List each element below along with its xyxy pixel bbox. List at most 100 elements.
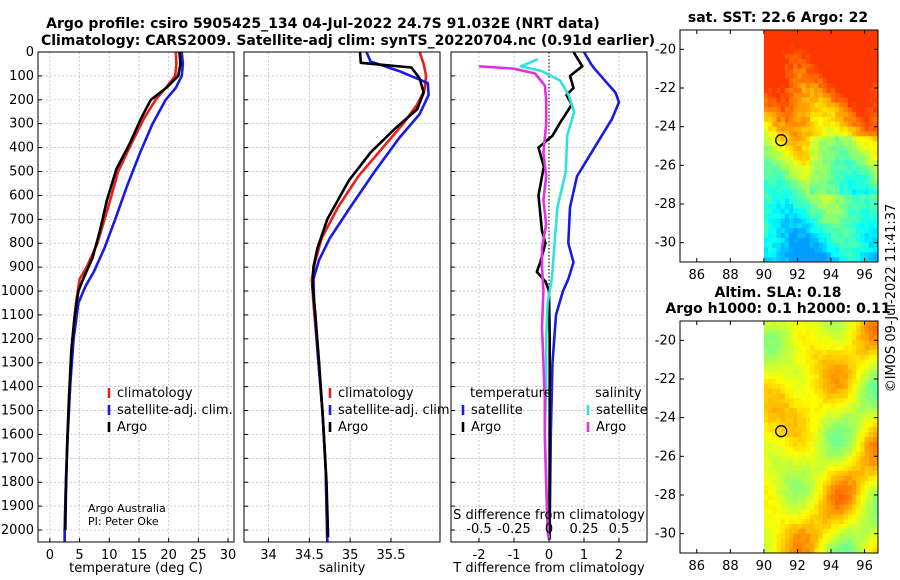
heatmap-cell	[864, 403, 870, 409]
heatmap-cell	[822, 107, 828, 113]
heatmap-cell	[776, 514, 782, 520]
heatmap-cell	[851, 247, 857, 253]
heatmap-cell	[768, 59, 773, 65]
heatmap-cell	[810, 194, 815, 200]
heatmap-cell	[810, 519, 815, 525]
xtick-label: 0	[46, 548, 54, 563]
heatmap-cell	[856, 461, 861, 467]
heatmap-cell	[839, 364, 845, 370]
heatmap-cell	[814, 199, 820, 205]
heatmap-cell	[814, 102, 820, 108]
heatmap-cell	[776, 34, 782, 41]
heatmap-cell	[822, 131, 828, 137]
heatmap-cell	[856, 194, 861, 200]
heatmap-cell	[780, 242, 786, 249]
heatmap-cell	[843, 92, 849, 99]
heatmap-cell	[856, 160, 861, 166]
heatmap-cell	[763, 451, 769, 457]
heatmap-cell	[776, 388, 782, 395]
heatmap-cell	[860, 112, 866, 118]
heatmap-cell	[843, 417, 849, 424]
heatmap-cell	[780, 136, 786, 142]
heatmap-cell	[831, 456, 836, 462]
heatmap-cell	[847, 150, 853, 157]
heatmap-cell	[822, 345, 828, 351]
heatmap-cell	[843, 495, 849, 501]
heatmap-cell	[793, 160, 799, 166]
heatmap-cell	[763, 247, 769, 253]
heatmap-cell	[793, 223, 799, 229]
heatmap-cell	[843, 325, 849, 332]
heatmap-cell	[805, 208, 811, 215]
heatmap-cell	[814, 340, 820, 346]
heatmap-cell	[818, 68, 824, 75]
heatmap-cell	[772, 533, 778, 540]
heatmap-cell	[860, 179, 866, 186]
heatmap-cell	[868, 146, 874, 152]
heatmap-cell	[818, 524, 824, 530]
heatmap-cell	[780, 398, 786, 404]
heatmap-cell	[801, 403, 807, 409]
heatmap-cell	[793, 504, 799, 511]
heatmap-cell	[868, 499, 874, 506]
heatmap-cell	[839, 543, 845, 549]
heatmap-cell	[864, 543, 870, 549]
heatmap-cell	[835, 155, 840, 162]
heatmap-cell	[814, 252, 820, 258]
heatmap-cell	[864, 490, 870, 496]
temperature-xlabel: temperature (deg C)	[69, 561, 203, 576]
series-s-argo	[478, 65, 551, 540]
difference-ticks: -2 -1 0 1 2-0.5 -0.25 0 0.25 0.5	[451, 51, 629, 563]
heatmap-cell	[839, 495, 845, 501]
salinity-grid	[244, 51, 440, 542]
heatmap-cell	[864, 242, 870, 249]
heatmap-cell	[864, 141, 870, 147]
heatmap-cell	[860, 175, 866, 181]
heatmap-cell	[772, 160, 778, 166]
heatmap-cell	[868, 451, 874, 457]
heatmap-cell	[826, 49, 832, 55]
heatmap-cell	[864, 325, 870, 332]
heatmap-cell	[789, 97, 794, 104]
heatmap-cell	[793, 218, 799, 224]
heatmap-cell	[776, 330, 782, 337]
heatmap-cell	[784, 30, 790, 36]
heatmap-cell	[864, 208, 870, 215]
heatmap-cell	[810, 213, 815, 220]
heatmap-cell	[810, 543, 815, 549]
heatmap-cell	[814, 446, 820, 453]
heatmap-cell	[826, 165, 832, 171]
heatmap-cell	[818, 49, 824, 55]
heatmap-cell	[810, 480, 815, 486]
heatmap-cell	[831, 446, 836, 453]
heatmap-cell	[780, 451, 786, 457]
heatmap-cell	[835, 330, 840, 337]
heatmap-cell	[793, 524, 799, 530]
heatmap-cell	[789, 528, 794, 535]
heatmap-cell	[768, 350, 773, 356]
heatmap-cell	[772, 49, 778, 55]
heatmap-cell	[776, 107, 782, 113]
heatmap-cell	[843, 155, 849, 162]
heatmap-cell	[818, 451, 824, 457]
heatmap-cell	[856, 412, 861, 419]
heatmap-cell	[763, 441, 769, 448]
heatmap-cell	[856, 350, 861, 356]
heatmap-cell	[847, 461, 853, 467]
heatmap-cell	[797, 359, 803, 366]
heatmap-cell	[864, 34, 870, 41]
heatmap-cell	[868, 150, 874, 157]
heatmap-cell	[768, 432, 773, 438]
heatmap-cell	[768, 509, 773, 515]
heatmap-cell	[814, 519, 820, 525]
heatmap-cell	[843, 257, 849, 262]
heatmap-cell	[860, 548, 866, 553]
heatmap-cell	[826, 160, 832, 166]
heatmap-cell	[868, 184, 874, 191]
heatmap-cell	[856, 369, 861, 375]
heatmap-cell	[860, 388, 866, 395]
heatmap-cell	[835, 141, 840, 147]
heatmap-cell	[772, 538, 778, 544]
heatmap-cell	[847, 165, 853, 171]
heatmap-cell	[826, 34, 832, 41]
